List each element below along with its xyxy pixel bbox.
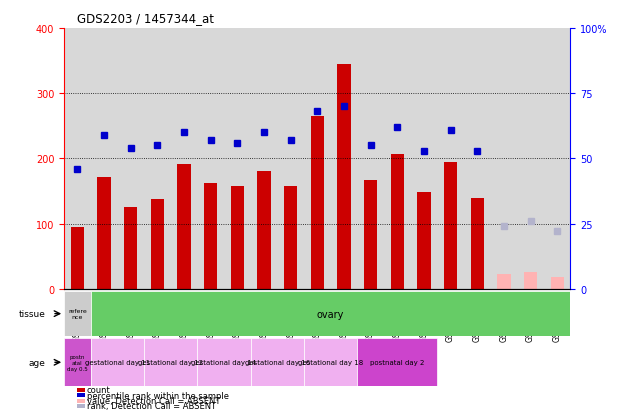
Text: value, Detection Call = ABSENT: value, Detection Call = ABSENT	[87, 396, 220, 405]
Bar	[524, 273, 537, 289]
Text: gestational day 16: gestational day 16	[245, 359, 310, 366]
Text: refere
nce: refere nce	[68, 309, 87, 319]
Text: gestational day 14: gestational day 14	[192, 359, 256, 366]
Bar	[284, 187, 297, 289]
Text: postnatal day 2: postnatal day 2	[370, 359, 424, 366]
Bar	[91, 339, 144, 386]
Text: percentile rank within the sample: percentile rank within the sample	[87, 391, 229, 400]
Bar	[551, 278, 564, 289]
Bar	[390, 154, 404, 289]
Text: GDS2203 / 1457344_at: GDS2203 / 1457344_at	[77, 12, 214, 25]
Bar	[71, 227, 84, 289]
Text: rank, Detection Call = ABSENT: rank, Detection Call = ABSENT	[87, 401, 215, 411]
Bar	[444, 162, 457, 289]
Bar	[64, 291, 91, 337]
Bar	[231, 187, 244, 289]
Bar	[197, 339, 251, 386]
Bar	[251, 339, 304, 386]
Text: gestational day 11: gestational day 11	[85, 359, 150, 366]
Bar	[124, 208, 137, 289]
Bar	[311, 117, 324, 289]
Bar	[151, 200, 164, 289]
Bar	[364, 180, 378, 289]
Text: postn
atal
day 0.5: postn atal day 0.5	[67, 354, 88, 371]
Text: age: age	[29, 358, 46, 367]
Bar	[257, 171, 271, 289]
Bar	[64, 339, 91, 386]
Bar	[304, 339, 357, 386]
Text: gestational day 18: gestational day 18	[298, 359, 363, 366]
Bar	[337, 65, 351, 289]
Text: tissue: tissue	[19, 309, 46, 318]
Bar	[204, 183, 217, 289]
Bar	[470, 198, 484, 289]
Text: count: count	[87, 385, 110, 394]
Text: ovary: ovary	[317, 309, 344, 319]
Bar	[417, 193, 431, 289]
Bar	[497, 275, 510, 289]
Bar	[178, 164, 191, 289]
Bar	[357, 339, 437, 386]
Bar	[97, 177, 111, 289]
Bar	[144, 339, 197, 386]
Text: gestational day 12: gestational day 12	[138, 359, 203, 366]
